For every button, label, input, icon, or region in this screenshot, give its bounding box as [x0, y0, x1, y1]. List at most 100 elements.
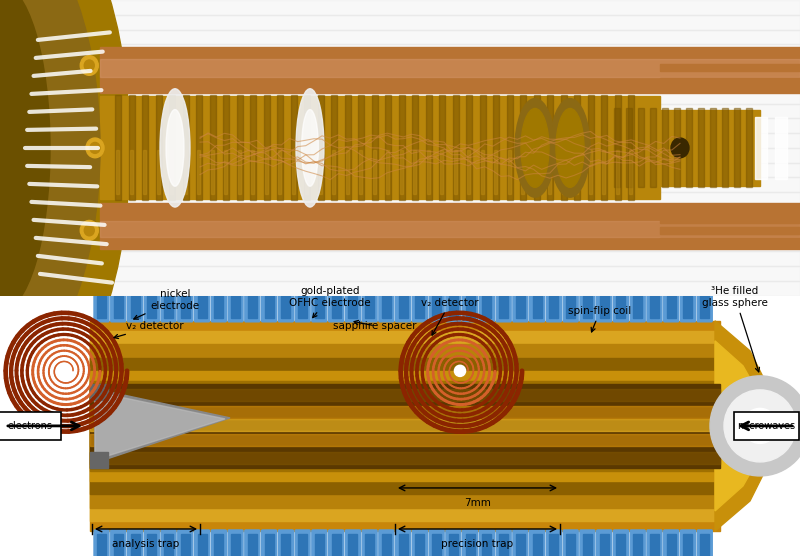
Bar	[775, 117, 787, 178]
FancyBboxPatch shape	[462, 530, 478, 556]
FancyBboxPatch shape	[446, 530, 461, 556]
Bar	[0, 103, 800, 118]
FancyBboxPatch shape	[161, 530, 176, 556]
Bar	[600, 534, 609, 556]
Bar	[231, 296, 240, 318]
FancyBboxPatch shape	[647, 292, 662, 322]
FancyBboxPatch shape	[479, 530, 494, 556]
Bar	[282, 296, 290, 318]
Ellipse shape	[521, 108, 549, 187]
Bar	[277, 95, 283, 201]
Bar	[466, 296, 474, 318]
FancyBboxPatch shape	[346, 530, 360, 556]
Bar	[566, 296, 575, 318]
Bar	[415, 534, 424, 556]
Bar	[574, 95, 580, 201]
Ellipse shape	[80, 221, 98, 240]
FancyBboxPatch shape	[734, 412, 799, 440]
FancyBboxPatch shape	[379, 530, 394, 556]
FancyBboxPatch shape	[496, 530, 511, 556]
Bar	[660, 227, 800, 235]
Bar	[493, 95, 499, 201]
Bar	[181, 296, 190, 318]
Bar	[385, 95, 391, 201]
Bar	[210, 95, 215, 201]
Bar	[746, 108, 752, 187]
Bar	[755, 117, 767, 178]
Bar	[722, 108, 728, 187]
Bar	[129, 95, 134, 201]
Text: electrons: electrons	[7, 421, 53, 431]
FancyBboxPatch shape	[429, 530, 444, 556]
Bar	[100, 47, 800, 93]
Bar	[466, 534, 474, 556]
FancyBboxPatch shape	[194, 292, 210, 322]
Bar	[346, 150, 349, 194]
Bar	[0, 148, 800, 163]
Bar	[614, 95, 621, 201]
Bar	[251, 150, 254, 194]
Bar	[365, 296, 374, 318]
FancyBboxPatch shape	[362, 530, 377, 556]
Bar	[520, 95, 526, 201]
Bar	[265, 534, 274, 556]
FancyBboxPatch shape	[94, 530, 109, 556]
Bar	[318, 95, 323, 201]
Bar	[600, 296, 609, 318]
Bar	[660, 78, 800, 86]
FancyBboxPatch shape	[698, 292, 712, 322]
Bar	[734, 108, 740, 187]
Ellipse shape	[550, 98, 590, 197]
Bar	[398, 296, 408, 318]
Bar	[615, 150, 618, 194]
Bar	[130, 534, 139, 556]
Bar	[90, 389, 720, 401]
Bar	[506, 95, 513, 201]
Bar	[0, 44, 800, 59]
FancyBboxPatch shape	[513, 292, 528, 322]
FancyBboxPatch shape	[178, 530, 193, 556]
FancyBboxPatch shape	[614, 530, 629, 556]
Bar	[550, 534, 558, 556]
Bar	[90, 419, 720, 431]
Bar	[674, 108, 680, 187]
Bar	[164, 534, 173, 556]
Bar	[265, 150, 267, 194]
Bar	[439, 95, 445, 201]
Text: spin-flip coil: spin-flip coil	[568, 306, 632, 332]
FancyBboxPatch shape	[312, 292, 327, 322]
Bar	[583, 534, 592, 556]
Bar	[467, 150, 470, 194]
FancyBboxPatch shape	[563, 292, 578, 322]
Bar	[147, 296, 156, 318]
Text: gold-plated
OFHC electrode: gold-plated OFHC electrode	[289, 286, 371, 317]
Bar	[90, 434, 720, 446]
FancyBboxPatch shape	[278, 530, 294, 556]
Text: microwaves: microwaves	[737, 421, 795, 431]
FancyBboxPatch shape	[412, 530, 427, 556]
FancyBboxPatch shape	[580, 530, 595, 556]
FancyBboxPatch shape	[194, 530, 210, 556]
Bar	[231, 534, 240, 556]
FancyBboxPatch shape	[698, 530, 712, 556]
Bar	[169, 95, 175, 201]
Ellipse shape	[296, 89, 324, 207]
Bar	[305, 150, 308, 194]
Bar	[224, 150, 227, 194]
Circle shape	[710, 376, 800, 476]
Bar	[482, 534, 491, 556]
FancyBboxPatch shape	[127, 530, 142, 556]
Bar	[466, 95, 472, 201]
Bar	[248, 296, 257, 318]
Bar	[638, 108, 644, 187]
Bar	[650, 534, 659, 556]
Bar	[298, 296, 307, 318]
Bar	[100, 203, 800, 249]
Text: ³He filled
glass sphere: ³He filled glass sphere	[702, 286, 768, 372]
Bar	[499, 534, 508, 556]
Bar	[0, 133, 800, 148]
Bar	[516, 296, 525, 318]
FancyBboxPatch shape	[546, 530, 562, 556]
Ellipse shape	[302, 110, 318, 186]
Bar	[634, 534, 642, 556]
